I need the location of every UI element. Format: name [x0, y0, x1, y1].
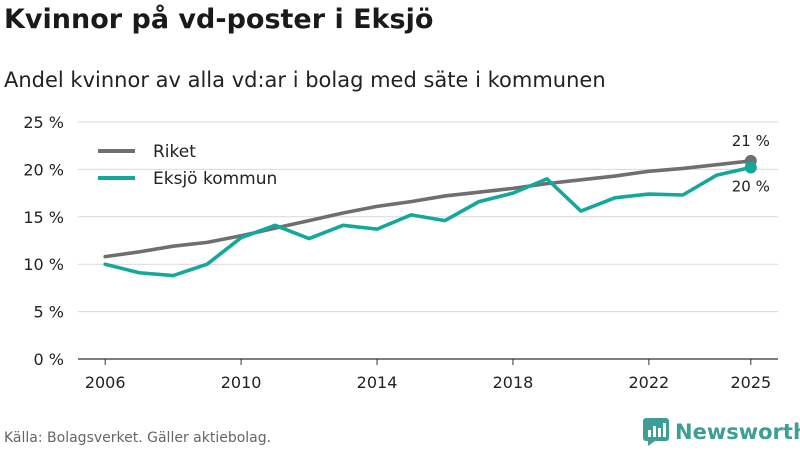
- eksjo-end-label: 20 %: [732, 178, 770, 196]
- x-tick-label: 2006: [85, 373, 126, 392]
- x-tick-label: 2010: [221, 373, 262, 392]
- riket-end-label: 21 %: [732, 132, 770, 150]
- brand-logo: Newsworthy: [643, 418, 800, 446]
- legend: Riket Eksjö kommun: [98, 142, 277, 189]
- source-note: Källa: Bolagsverket. Gäller aktiebolag.: [4, 430, 272, 446]
- riket-line: [103, 159, 753, 259]
- x-tick-label: 2018: [493, 373, 534, 392]
- y-tick-label: 15 %: [23, 208, 64, 227]
- eksjo-end-marker: [744, 161, 757, 174]
- brand-name: Newsworthy: [675, 420, 800, 444]
- chart-title: Kvinnor på vd-poster i Eksjö: [4, 4, 434, 35]
- x-tick-label: 2014: [357, 373, 398, 392]
- legend-label-eksjo: Eksjö kommun: [153, 169, 277, 189]
- y-tick-label: 25 %: [23, 113, 64, 132]
- x-tick-label: 2022: [629, 373, 670, 392]
- y-tick-label: 20 %: [23, 160, 64, 179]
- x-tick-label: 2025: [730, 373, 771, 392]
- chart-subtitle: Andel kvinnor av alla vd:ar i bolag med …: [4, 68, 606, 92]
- legend-label-riket: Riket: [153, 142, 196, 162]
- y-tick-label: 10 %: [23, 255, 64, 274]
- y-tick-label: 5 %: [34, 303, 64, 322]
- eksjo-line: [103, 165, 753, 278]
- y-tick-label: 0 %: [34, 350, 64, 369]
- newsworthy-logo-icon: [643, 418, 669, 446]
